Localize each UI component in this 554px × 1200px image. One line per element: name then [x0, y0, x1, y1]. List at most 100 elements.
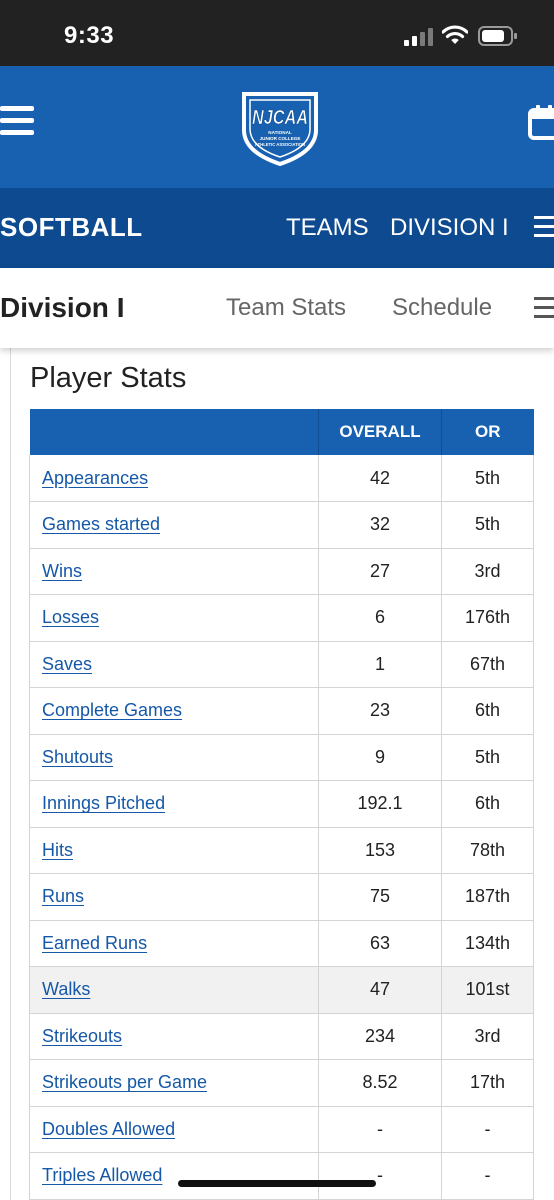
battery-icon [478, 26, 517, 46]
stat-rank-value: 187th [441, 873, 534, 921]
stat-overall-value: 23 [318, 687, 442, 735]
stat-rank-value: - [441, 1106, 534, 1153]
stat-rank-value: 6th [441, 687, 534, 735]
stat-overall-value: 75 [318, 873, 442, 921]
stat-label-cell: Wins [29, 548, 319, 595]
division-nav-bar [0, 268, 554, 348]
stat-link[interactable]: Earned Runs [42, 932, 148, 953]
stat-link[interactable]: Strikeouts [42, 1025, 123, 1046]
stat-rank-value: 6th [441, 780, 534, 828]
stat-link[interactable]: Strikeouts per Game [42, 1072, 208, 1093]
home-indicator[interactable] [178, 1180, 376, 1187]
stat-rank-value: 17th [441, 1059, 534, 1107]
njcaa-logo[interactable]: NJCAA NATIONAL JUNIOR COLLEGE ATHLETIC A… [238, 88, 322, 166]
stat-rank-value: 78th [441, 827, 534, 874]
svg-text:JUNIOR COLLEGE: JUNIOR COLLEGE [260, 136, 301, 141]
table-row: Appearances 42 5th [29, 455, 534, 502]
stat-overall-value: 27 [318, 548, 442, 595]
nav-link-division-i[interactable]: DIVISION I [390, 214, 509, 241]
stat-link[interactable]: Doubles Allowed [42, 1118, 176, 1139]
menu-icon[interactable] [0, 106, 34, 136]
wifi-icon [442, 25, 468, 44]
stat-label-cell: Games started [29, 501, 319, 549]
table-row: Complete Games 23 6th [29, 687, 534, 735]
svg-text:NJCAA: NJCAA [252, 107, 308, 129]
table-row: Hits 153 78th [29, 827, 534, 874]
sport-title[interactable]: SOFTBALL [0, 212, 143, 242]
stat-label-cell: Losses [29, 594, 319, 642]
calendar-icon[interactable] [528, 104, 554, 140]
stat-label-cell: Strikeouts [29, 1013, 319, 1060]
svg-text:NATIONAL: NATIONAL [268, 130, 292, 135]
stat-link[interactable]: Walks [42, 979, 91, 1000]
stat-label-cell: Doubles Allowed [29, 1106, 319, 1153]
stat-link[interactable]: Innings Pitched [42, 793, 166, 814]
table-row: Wins 27 3rd [29, 548, 534, 595]
stat-link[interactable]: Games started [42, 514, 161, 535]
stat-overall-value: 9 [318, 734, 442, 781]
division-menu-icon[interactable] [534, 297, 554, 319]
table-row: Doubles Allowed - - [29, 1106, 534, 1153]
nav-link-schedule[interactable]: Schedule [392, 294, 493, 321]
table-row: Innings Pitched 192.1 6th [29, 780, 534, 828]
stat-overall-value: - [318, 1152, 442, 1200]
stat-label-cell: Saves [29, 641, 319, 688]
stat-link[interactable]: Wins [42, 560, 82, 581]
stat-overall-value: 32 [318, 501, 442, 549]
stat-rank-value: 134th [441, 920, 534, 967]
stat-rank-value: 5th [441, 501, 534, 549]
division-title: Division I [0, 292, 125, 323]
stat-rank-value: 5th [441, 455, 534, 502]
table-row: Games started 32 5th [29, 501, 534, 549]
stat-link[interactable]: Losses [42, 607, 100, 628]
stat-overall-value: 63 [318, 920, 442, 967]
stat-rank-value: - [441, 1152, 534, 1200]
column-header-stat [29, 409, 319, 455]
nav-link-teams[interactable]: TEAMS [286, 214, 369, 241]
stat-overall-value: 47 [318, 966, 442, 1014]
stat-label-cell: Strikeouts per Game [29, 1059, 319, 1107]
stat-overall-value: - [318, 1106, 442, 1153]
stat-overall-value: 234 [318, 1013, 442, 1060]
content-divider [10, 348, 11, 1200]
stat-link[interactable]: Shutouts [42, 746, 114, 767]
table-row: Strikeouts per Game 8.52 17th [29, 1059, 534, 1107]
column-header-overall[interactable]: OVERALL [318, 409, 442, 455]
stat-label-cell: Complete Games [29, 687, 319, 735]
status-time: 9:33 [64, 22, 115, 49]
stat-link[interactable]: Triples Allowed [42, 1165, 163, 1186]
table-row: Walks 47 101st [29, 966, 534, 1014]
nav-link-team-stats[interactable]: Team Stats [226, 294, 347, 321]
stat-rank-value: 5th [441, 734, 534, 781]
stat-rank-value: 3rd [441, 548, 534, 595]
stat-rank-value: 67th [441, 641, 534, 688]
stat-label-cell: Innings Pitched [29, 780, 319, 828]
table-row: Shutouts 9 5th [29, 734, 534, 781]
stat-link[interactable]: Hits [42, 839, 73, 860]
stat-overall-value: 6 [318, 594, 442, 642]
table-header-row: OVERALL OR [29, 409, 534, 455]
column-header-or[interactable]: OR [441, 409, 534, 455]
table-row: Losses 6 176th [29, 594, 534, 642]
stat-rank-value: 101st [441, 966, 534, 1014]
stat-rank-value: 176th [441, 594, 534, 642]
stat-overall-value: 42 [318, 455, 442, 502]
stat-link[interactable]: Appearances [42, 467, 149, 488]
table-row: Runs 75 187th [29, 873, 534, 921]
stat-overall-value: 1 [318, 641, 442, 688]
stat-overall-value: 153 [318, 827, 442, 874]
stat-link[interactable]: Runs [42, 886, 85, 907]
stat-label-cell: Walks [29, 966, 319, 1014]
stat-label-cell: Shutouts [29, 734, 319, 781]
signal-icon [404, 28, 433, 46]
stat-label-cell: Triples Allowed [29, 1152, 319, 1200]
stat-link[interactable]: Complete Games [42, 700, 183, 721]
stat-label-cell: Hits [29, 827, 319, 874]
stat-link[interactable]: Saves [42, 653, 93, 674]
table-row: Saves 1 67th [29, 641, 534, 688]
sport-nav-bar [0, 188, 554, 268]
stat-label-cell: Runs [29, 873, 319, 921]
sport-menu-icon[interactable] [534, 216, 554, 238]
svg-text:ATHLETIC ASSOCIATION: ATHLETIC ASSOCIATION [255, 142, 305, 147]
table-row: Earned Runs 63 134th [29, 920, 534, 967]
